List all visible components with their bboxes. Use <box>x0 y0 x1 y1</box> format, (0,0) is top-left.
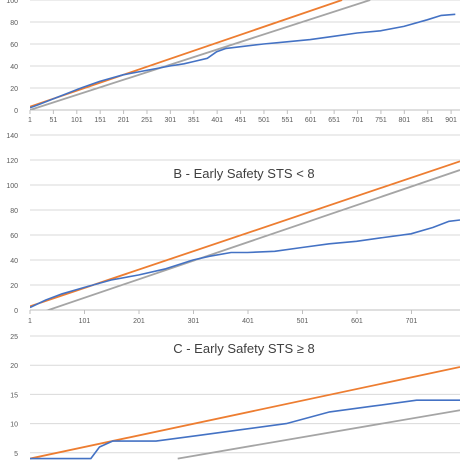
x-tick-label: 501 <box>297 318 309 325</box>
x-tick-label: 101 <box>71 117 83 124</box>
y-tick-label: 20 <box>10 283 18 290</box>
x-tick-label: 501 <box>258 117 270 124</box>
y-tick-label: 15 <box>10 392 18 399</box>
chart-panel-2: 0 20 40 60 80 100 120 140 1 101 201 301 401 501 601 701… <box>6 133 460 325</box>
y-tick-label: 10 <box>10 422 18 429</box>
x-tick-label: 1 <box>28 318 32 325</box>
x-tick-label: 601 <box>305 117 317 124</box>
y-tick-label: 25 <box>10 334 18 341</box>
x-tick-label: 351 <box>188 117 200 124</box>
x-tick-label: 601 <box>351 318 363 325</box>
series-line-3 <box>30 0 371 110</box>
series-line-2 <box>30 0 343 108</box>
y-tick-label: 40 <box>10 258 18 265</box>
series-line-1 <box>30 219 460 309</box>
y-tick-label: 80 <box>10 208 18 215</box>
y-tick-label: 60 <box>10 42 18 49</box>
y-tick-label: 120 <box>6 158 18 165</box>
y-tick-label: 5 <box>14 451 18 458</box>
x-tick-label: 201 <box>133 318 145 325</box>
x-tick-label: 101 <box>79 318 91 325</box>
y-tick-label: 100 <box>6 0 18 5</box>
x-tick-label: 51 <box>49 117 57 124</box>
x-tick-label: 701 <box>406 318 418 325</box>
x-tick-label: 751 <box>375 117 387 124</box>
y-tick-label: 40 <box>10 64 18 71</box>
y-tick-label: 60 <box>10 233 18 240</box>
x-tick-label: 551 <box>282 117 294 124</box>
y-tick-label: 20 <box>10 86 18 93</box>
x-tick-label: 301 <box>188 318 200 325</box>
x-tick-label: 201 <box>118 117 130 124</box>
x-tick-label: 801 <box>398 117 410 124</box>
x-tick-label: 701 <box>352 117 364 124</box>
series-line-1 <box>30 399 460 460</box>
y-tick-label: 100 <box>6 183 18 190</box>
x-tick-label: 651 <box>328 117 340 124</box>
series-line-2 <box>30 366 460 460</box>
x-tick-label: 251 <box>141 117 153 124</box>
x-tick-label: 1 <box>28 117 32 124</box>
series-line-3 <box>177 409 460 460</box>
x-tick-label: 401 <box>242 318 254 325</box>
x-tick-label: 851 <box>422 117 434 124</box>
chart-panel-3: 5 10 15 20 25 C - Early Safety STS ≥ 8 <box>10 334 460 460</box>
y-tick-label: 20 <box>10 363 18 370</box>
x-tick-label: 151 <box>94 117 106 124</box>
series-line-1 <box>30 13 456 109</box>
x-tick-label: 451 <box>235 117 247 124</box>
series-line-3 <box>45 169 460 310</box>
chart-title: B - Early Safety STS < 8 <box>173 166 314 181</box>
y-tick-label: 0 <box>14 108 18 115</box>
y-tick-label: 140 <box>6 133 18 140</box>
x-tick-label: 901 <box>445 117 457 124</box>
y-tick-label: 80 <box>10 20 18 27</box>
x-tick-label: 301 <box>165 117 177 124</box>
x-tick-label: 401 <box>211 117 223 124</box>
y-tick-label: 0 <box>14 308 18 315</box>
chart-title: C - Early Safety STS ≥ 8 <box>173 341 315 356</box>
